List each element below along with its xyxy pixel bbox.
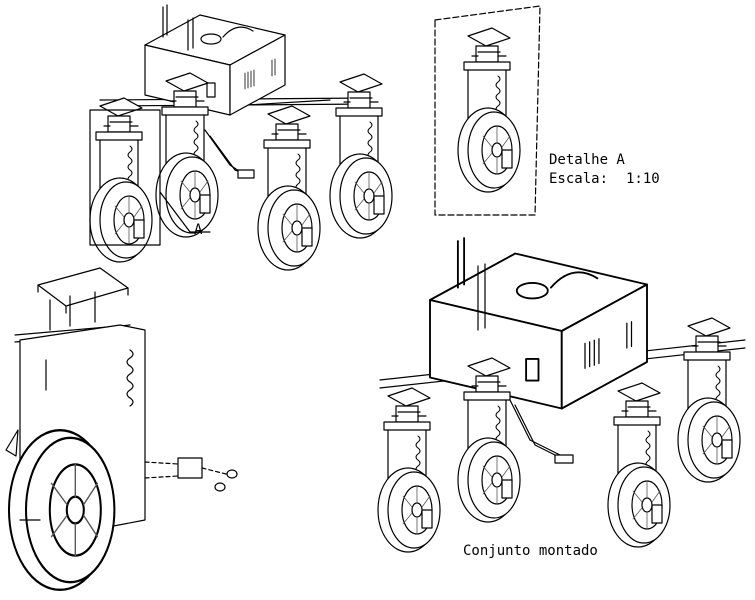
- assembly-caption: Conjunto montado: [463, 543, 598, 559]
- assembled-view: [378, 237, 746, 552]
- detail-a-boundary: [89, 109, 161, 246]
- assembly-view-top: [90, 4, 392, 270]
- detail-scale-value: 1:10: [626, 171, 660, 187]
- detail-title: Detalhe A: [549, 152, 625, 168]
- detail-a-view: [434, 5, 541, 216]
- exploded-caster-view: [5, 267, 238, 591]
- detail-scale-label: Escala:: [549, 171, 609, 187]
- callout-leader: [159, 191, 191, 233]
- callout-letter-a: A: [194, 222, 203, 238]
